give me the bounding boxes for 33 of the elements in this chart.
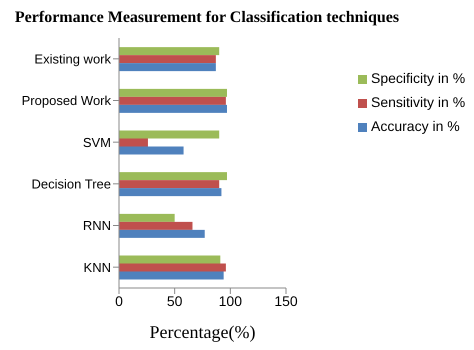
y-tick-label: Proposed Work [22,93,112,108]
bar [119,272,224,280]
legend-label: Accuracy in % [371,118,460,134]
bar [119,88,227,97]
x-tick-label: 50 [166,292,183,309]
bar [119,264,226,272]
x-tick-label: 0 [115,292,124,309]
legend-label: Specificity in % [371,70,466,86]
bar [119,180,220,188]
bar [119,172,227,180]
bar [119,130,220,138]
chart-title: Performance Measurement for Classification techniques [14,8,400,28]
bar [119,138,148,146]
y-tick-label: Decision Tree [32,176,111,192]
x-axis-title: Percentage(%) [150,322,256,342]
y-tick-label: RNN [82,218,111,234]
bar [119,222,192,230]
bar [119,55,216,64]
y-tick-label: KNN [84,260,111,275]
x-tick-label: 100 [218,292,242,309]
bar [119,104,227,113]
bar [119,47,220,56]
bar [119,188,222,196]
bar [119,96,226,105]
x-tick-label: 150 [274,292,298,309]
bar [119,256,220,264]
bar [119,63,216,72]
legend-label: Sensitivity in % [371,94,466,110]
bar [119,230,205,238]
y-tick-label: SVM [82,134,111,150]
y-tick-label: Existing work [34,51,112,66]
bar [119,214,175,222]
bar [119,146,184,154]
